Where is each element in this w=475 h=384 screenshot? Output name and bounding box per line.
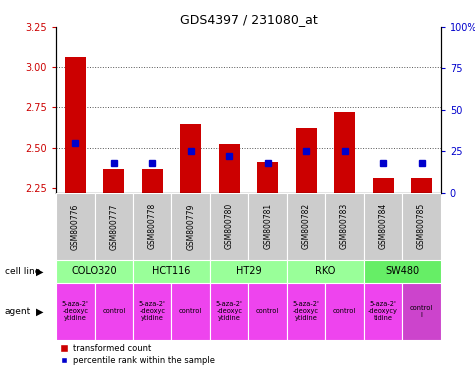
Bar	[171, 283, 210, 340]
Title: GDS4397 / 231080_at: GDS4397 / 231080_at	[180, 13, 317, 26]
Bar	[218, 144, 240, 193]
Bar	[364, 283, 402, 340]
Bar	[210, 193, 248, 260]
Text: control: control	[102, 308, 125, 314]
Bar	[402, 283, 441, 340]
Bar	[248, 283, 287, 340]
Text: 5-aza-2'
-deoxyc
ytidine: 5-aza-2' -deoxyc ytidine	[62, 301, 89, 321]
Text: control
l: control l	[410, 305, 433, 318]
Text: 5-aza-2'
-deoxyc
ytidine: 5-aza-2' -deoxyc ytidine	[139, 301, 166, 321]
Text: control: control	[179, 308, 202, 314]
Text: GSM800782: GSM800782	[302, 203, 311, 250]
Text: HT29: HT29	[236, 266, 261, 276]
Bar	[95, 193, 133, 260]
Bar	[95, 283, 133, 340]
Bar	[133, 283, 171, 340]
Text: 5-aza-2'
-deoxycy
tidine: 5-aza-2' -deoxycy tidine	[368, 301, 398, 321]
Bar	[210, 283, 248, 340]
Bar	[325, 193, 364, 260]
Text: SW480: SW480	[385, 266, 419, 276]
Bar	[287, 193, 325, 260]
Text: 5-aza-2'
-deoxyc
ytidine: 5-aza-2' -deoxyc ytidine	[293, 301, 320, 321]
Bar	[133, 260, 210, 283]
Text: agent: agent	[5, 307, 31, 316]
Text: GSM800778: GSM800778	[148, 203, 157, 250]
Bar	[56, 283, 95, 340]
Bar	[133, 193, 171, 260]
Text: GSM800783: GSM800783	[340, 203, 349, 250]
Bar	[56, 193, 95, 260]
Bar	[295, 128, 317, 193]
Text: GSM800785: GSM800785	[417, 203, 426, 250]
Text: GSM800779: GSM800779	[186, 203, 195, 250]
Bar	[171, 193, 210, 260]
Bar	[287, 283, 325, 340]
Text: ▶: ▶	[36, 266, 43, 276]
Text: GSM800784: GSM800784	[379, 203, 388, 250]
Bar	[248, 193, 287, 260]
Bar	[372, 178, 394, 193]
Bar	[364, 193, 402, 260]
Text: ▶: ▶	[36, 306, 43, 316]
Bar	[334, 112, 355, 193]
Bar	[56, 260, 133, 283]
Bar	[287, 260, 364, 283]
Text: cell line: cell line	[5, 267, 40, 276]
Text: control: control	[333, 308, 356, 314]
Text: GSM800777: GSM800777	[109, 203, 118, 250]
Text: GSM800776: GSM800776	[71, 203, 80, 250]
Text: GSM800780: GSM800780	[225, 203, 234, 250]
Text: 5-aza-2'
-deoxyc
ytidine: 5-aza-2' -deoxyc ytidine	[216, 301, 243, 321]
Bar	[180, 124, 201, 193]
Legend: transformed count, percentile rank within the sample: transformed count, percentile rank withi…	[60, 344, 215, 365]
Bar	[364, 260, 441, 283]
Bar	[325, 283, 364, 340]
Bar	[65, 58, 86, 193]
Text: GSM800781: GSM800781	[263, 203, 272, 250]
Bar	[103, 169, 124, 193]
Bar	[142, 169, 163, 193]
Text: control: control	[256, 308, 279, 314]
Bar	[411, 178, 432, 193]
Bar	[402, 193, 441, 260]
Bar	[210, 260, 287, 283]
Text: HCT116: HCT116	[152, 266, 190, 276]
Text: COLO320: COLO320	[72, 266, 117, 276]
Bar	[257, 162, 278, 193]
Text: RKO: RKO	[315, 266, 335, 276]
